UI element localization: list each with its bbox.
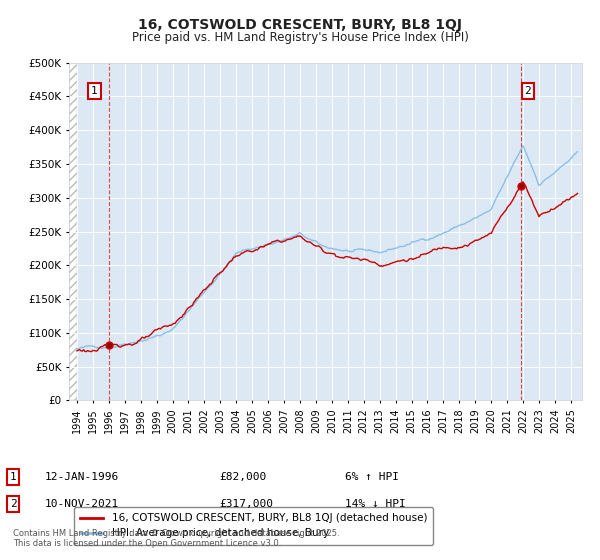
Text: Contains HM Land Registry data © Crown copyright and database right 2025.
This d: Contains HM Land Registry data © Crown c… (13, 529, 340, 548)
Text: £82,000: £82,000 (219, 472, 266, 482)
Text: 12-JAN-1996: 12-JAN-1996 (45, 472, 119, 482)
Text: 16, COTSWOLD CRESCENT, BURY, BL8 1QJ: 16, COTSWOLD CRESCENT, BURY, BL8 1QJ (138, 18, 462, 32)
Text: 1: 1 (91, 86, 98, 96)
Legend: 16, COTSWOLD CRESCENT, BURY, BL8 1QJ (detached house), HPI: Average price, detac: 16, COTSWOLD CRESCENT, BURY, BL8 1QJ (de… (74, 507, 433, 545)
Text: Price paid vs. HM Land Registry's House Price Index (HPI): Price paid vs. HM Land Registry's House … (131, 31, 469, 44)
Text: 1: 1 (10, 472, 17, 482)
Text: 6% ↑ HPI: 6% ↑ HPI (345, 472, 399, 482)
Text: 14% ↓ HPI: 14% ↓ HPI (345, 499, 406, 509)
Text: 10-NOV-2021: 10-NOV-2021 (45, 499, 119, 509)
Text: £317,000: £317,000 (219, 499, 273, 509)
Text: 2: 2 (524, 86, 531, 96)
Text: 2: 2 (10, 499, 17, 509)
